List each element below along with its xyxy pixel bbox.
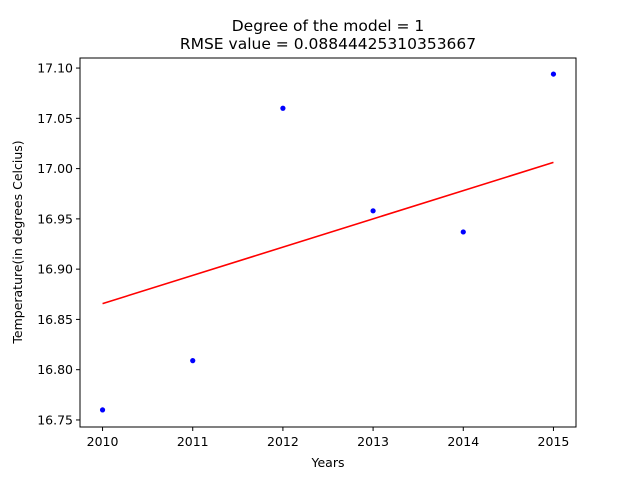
data-point-2012 <box>280 105 286 111</box>
y-tick-label: 17.05 <box>37 111 73 126</box>
x-axis-label: Years <box>311 455 345 470</box>
chart-title-line1: Degree of the model = 1 <box>232 17 425 35</box>
y-tick-label: 16.80 <box>37 362 73 377</box>
chart-title-line2: RMSE value = 0.08844425310353667 <box>180 35 476 53</box>
x-tick-label: 2010 <box>87 434 119 449</box>
x-tick-label: 2014 <box>447 434 479 449</box>
fit-line <box>102 161 554 305</box>
y-tick-label: 17.00 <box>37 161 73 176</box>
axis-ticks: 2010 2011 2012 2013 2014 2015 16.75 16.80 16.85 1… <box>37 61 569 449</box>
axes-frame <box>79 57 577 428</box>
x-tick-label: 2013 <box>357 434 389 449</box>
x-tick-label: 2012 <box>267 434 299 449</box>
data-point-2014 <box>460 229 466 235</box>
y-axis-label: Temperature(in degrees Celcius) <box>10 140 25 344</box>
y-tick-label: 16.85 <box>37 312 73 327</box>
y-tick-label: 16.95 <box>37 211 73 226</box>
data-point-2015 <box>550 71 557 77</box>
plot-area <box>99 71 557 413</box>
x-tick-label: 2011 <box>177 434 209 449</box>
y-tick-label: 16.75 <box>37 412 73 427</box>
data-point-2013 <box>370 208 376 214</box>
data-point-2011 <box>190 358 196 364</box>
y-tick-label: 17.10 <box>37 61 73 76</box>
y-tick-label: 16.90 <box>37 262 73 277</box>
x-tick-label: 2015 <box>538 434 570 449</box>
data-point-2010 <box>99 407 106 413</box>
